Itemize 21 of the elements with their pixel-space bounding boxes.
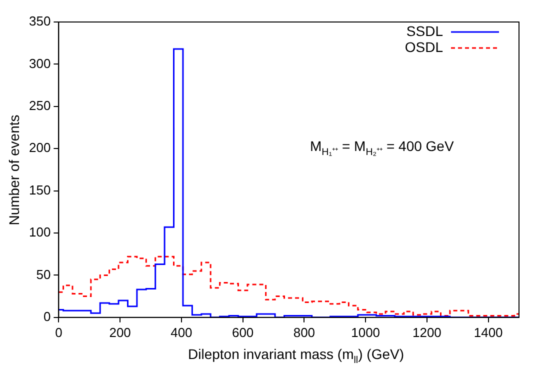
- y-axis-title: Number of events: [6, 114, 22, 226]
- y-tick-label: 150: [28, 182, 51, 198]
- y-tick-label: 250: [28, 98, 51, 113]
- annotation: M$_{H₁⁺⁺}$ = M$_{H₂⁺⁺}$ = 400 GeV: [310, 138, 454, 158]
- y-tick-label: 350: [28, 14, 51, 29]
- y-tick-label: 50: [36, 266, 51, 282]
- x-tick-label: 1400: [474, 324, 503, 340]
- y-tick-label: 100: [28, 224, 51, 240]
- x-tick-label: 0: [55, 324, 62, 340]
- x-tick-label: 1000: [351, 324, 380, 340]
- x-axis-title: Dilepton invariant mass (m$_{ll}$) (GeV): [188, 346, 404, 366]
- legend-label: SSDL: [406, 22, 444, 39]
- legend-label: OSDL: [404, 38, 444, 55]
- x-tick-label: 1200: [412, 324, 442, 340]
- x-tick-label: 800: [293, 324, 316, 340]
- x-tick-label: 200: [109, 324, 131, 340]
- y-tick-label: 300: [28, 56, 51, 71]
- y-tick-label: 200: [28, 140, 51, 156]
- x-tick-label: 400: [170, 324, 192, 340]
- y-tick-label: 0: [43, 308, 51, 324]
- x-tick-label: 600: [232, 324, 254, 340]
